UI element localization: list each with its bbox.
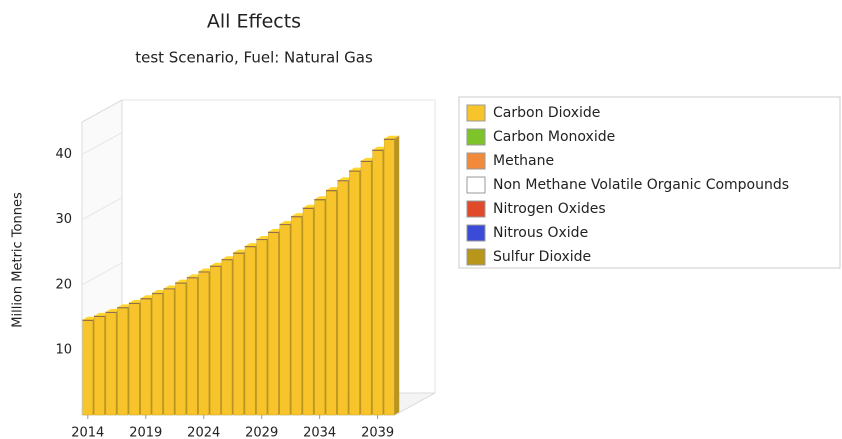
x-tick-label: 2039 — [361, 426, 394, 439]
y-tick-label: 10 — [55, 342, 72, 357]
bar-top — [372, 146, 388, 150]
bar-top — [360, 157, 377, 161]
bar — [198, 272, 209, 416]
y-axis-label: Million Metric Tonnes — [11, 192, 26, 328]
bar-top — [245, 243, 261, 247]
bar-top — [326, 187, 342, 191]
x-tick-label: 2034 — [303, 426, 336, 439]
bar-top — [384, 135, 400, 139]
grid-line — [81, 132, 123, 155]
x-tick-label: 2024 — [187, 426, 220, 439]
legend-box — [458, 96, 841, 269]
bar-top — [105, 308, 122, 312]
bar — [152, 293, 163, 416]
bar-top — [187, 274, 203, 278]
legend-swatch — [466, 200, 486, 218]
bar-side — [394, 135, 400, 140]
chart-subtitle: test Scenario, Fuel: Natural Gas — [135, 49, 373, 67]
legend-swatch — [466, 104, 486, 122]
bar — [140, 298, 152, 416]
bar — [186, 278, 198, 416]
y-tick-label: 40 — [55, 147, 72, 162]
y-tick-label: 30 — [55, 212, 72, 227]
bar-side — [394, 135, 400, 139]
bar — [175, 283, 186, 416]
legend-swatch — [466, 224, 486, 242]
bar-top — [349, 167, 365, 171]
bar-top — [82, 316, 98, 320]
bar-top — [291, 213, 307, 217]
bar — [349, 171, 360, 416]
bar-top — [94, 312, 110, 316]
x-tick-label: 2029 — [245, 426, 278, 439]
bar-top — [314, 196, 330, 200]
bar-top — [279, 221, 295, 225]
bar-side — [394, 136, 400, 140]
bar — [372, 150, 383, 416]
bar-side — [394, 135, 400, 139]
chart-title: All Effects — [207, 11, 301, 33]
legend-swatch — [466, 176, 486, 194]
bar — [117, 308, 128, 416]
bar-top — [210, 262, 226, 266]
bar-top — [198, 268, 214, 272]
bar — [163, 289, 175, 416]
bar — [105, 312, 117, 416]
bar-top — [233, 249, 249, 253]
bar — [256, 239, 267, 416]
bar-top — [140, 295, 156, 299]
bar-top — [175, 279, 191, 283]
grid-line — [81, 262, 123, 286]
bar-top — [337, 177, 353, 181]
bar-top — [117, 304, 133, 308]
bar-top — [221, 256, 237, 260]
legend-label: Nitrogen Oxides — [493, 201, 606, 217]
bar — [325, 190, 337, 416]
legend-label: Nitrous Oxide — [493, 225, 588, 241]
legend-swatch — [466, 128, 486, 146]
bar-top — [268, 228, 284, 232]
legend-label: Carbon Monoxide — [493, 129, 615, 145]
legend-label: Methane — [493, 153, 554, 169]
legend-label: Non Methane Volatile Organic Compounds — [493, 177, 789, 193]
bar — [291, 216, 302, 416]
bar — [244, 246, 256, 416]
legend-swatch — [466, 248, 486, 266]
bar-side — [394, 136, 400, 140]
bar-side — [394, 136, 400, 415]
x-tick-label: 2019 — [129, 426, 162, 439]
bar — [210, 266, 221, 416]
y-tick-label: 20 — [55, 277, 72, 292]
bar — [360, 161, 372, 416]
bar — [337, 181, 349, 416]
legend-label: Sulfur Dioxide — [493, 249, 591, 265]
bar-top — [163, 285, 179, 289]
bar-top — [256, 236, 272, 240]
bar — [279, 224, 291, 416]
bar — [94, 316, 105, 416]
legend-label: Carbon Dioxide — [493, 105, 600, 121]
bar — [302, 208, 314, 416]
bar — [314, 199, 325, 416]
bar — [221, 259, 233, 416]
bar — [268, 232, 279, 416]
bar-top — [129, 299, 145, 303]
grid-line — [81, 197, 123, 221]
legend-swatch — [466, 152, 486, 170]
bar-top — [303, 204, 319, 208]
bar-top — [152, 290, 168, 294]
bar — [383, 139, 395, 416]
bar — [128, 303, 140, 416]
bar — [233, 253, 244, 416]
x-tick-label: 2014 — [71, 426, 104, 439]
bar-side — [394, 136, 400, 140]
bar — [82, 320, 94, 416]
